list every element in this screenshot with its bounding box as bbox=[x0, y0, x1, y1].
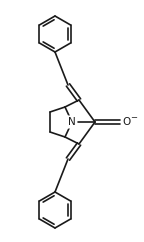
Text: N: N bbox=[68, 117, 76, 127]
Text: O: O bbox=[122, 117, 130, 127]
Text: −: − bbox=[130, 113, 137, 122]
